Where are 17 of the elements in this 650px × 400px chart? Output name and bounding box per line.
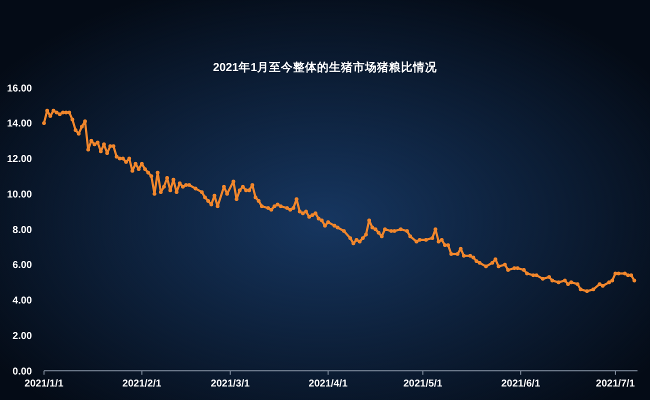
x-tick-label: 2021/2/1: [122, 378, 162, 390]
y-tick-label: 8.00: [12, 224, 32, 236]
x-tick-label: 2021/4/1: [308, 378, 348, 390]
y-tick-label: 0.00: [12, 366, 32, 378]
y-tick-label: 2.00: [12, 331, 32, 342]
x-tick-label: 2021/7/1: [596, 378, 636, 390]
y-tick-label: 16.00: [6, 83, 32, 94]
x-tick-label: 2021/5/1: [403, 378, 443, 390]
y-tick-label: 6.00: [12, 260, 32, 272]
x-tick-label: 2021/3/1: [210, 378, 250, 390]
y-tick-label: 12.00: [6, 154, 32, 166]
x-tick-label: 2021/1/1: [24, 378, 64, 390]
chart-title: 2021年1月至今整体的生猪市场猪粮比情况: [213, 60, 438, 74]
y-tick-label: 14.00: [6, 118, 32, 130]
y-tick-label: 4.00: [12, 296, 32, 307]
y-tick-label: 10.00: [6, 189, 32, 200]
x-tick-label: 2021/6/1: [501, 378, 541, 390]
